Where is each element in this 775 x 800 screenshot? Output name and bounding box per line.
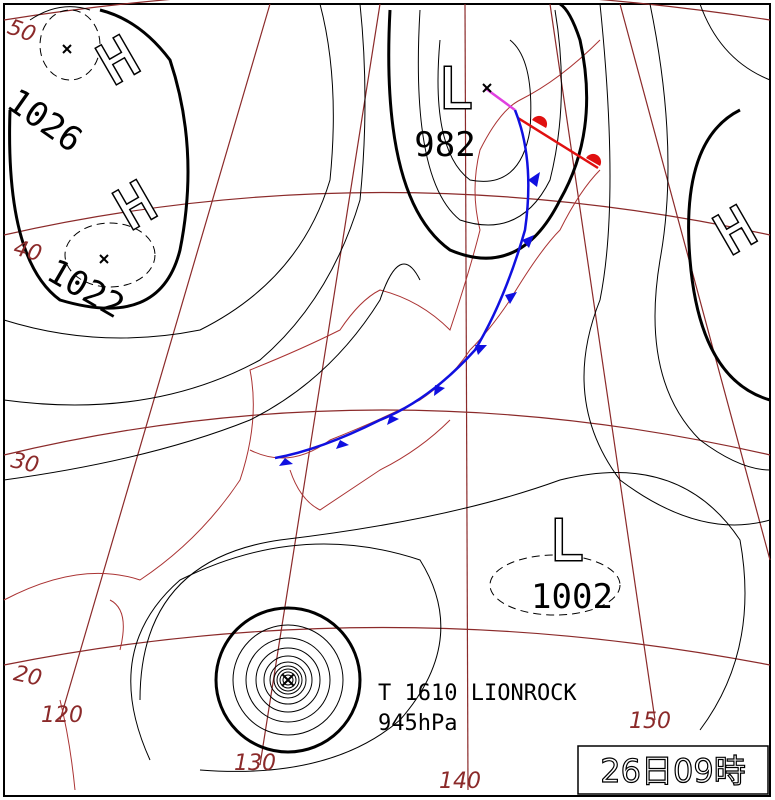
graticule — [3, 0, 771, 791]
longitude-label: 130 — [234, 751, 276, 776]
isobars — [3, 2, 771, 772]
timestamp-box — [577, 745, 769, 795]
timestamp: 26日09時 — [600, 752, 745, 790]
typhoon-pressure: 945hPa — [378, 711, 457, 736]
latitude-label: 30 — [9, 448, 42, 478]
frame — [3, 3, 771, 797]
coastlines — [3, 39, 601, 791]
typhoon-isobars — [232, 624, 344, 736]
pressure-value: 982 — [414, 125, 475, 165]
fronts — [274, 86, 602, 466]
longitude-label: 150 — [629, 709, 671, 734]
center-marks — [62, 44, 492, 687]
latitude-label: 20 — [11, 661, 44, 691]
pressure-center-symbol: L — [550, 509, 584, 574]
pressure-value: 1002 — [531, 577, 613, 617]
pressure-center-symbol: L — [439, 57, 473, 122]
longitude-label: 140 — [439, 769, 481, 794]
longitude-label: 120 — [41, 703, 83, 728]
typhoon-name: T 1610 LIONROCK — [378, 681, 577, 706]
